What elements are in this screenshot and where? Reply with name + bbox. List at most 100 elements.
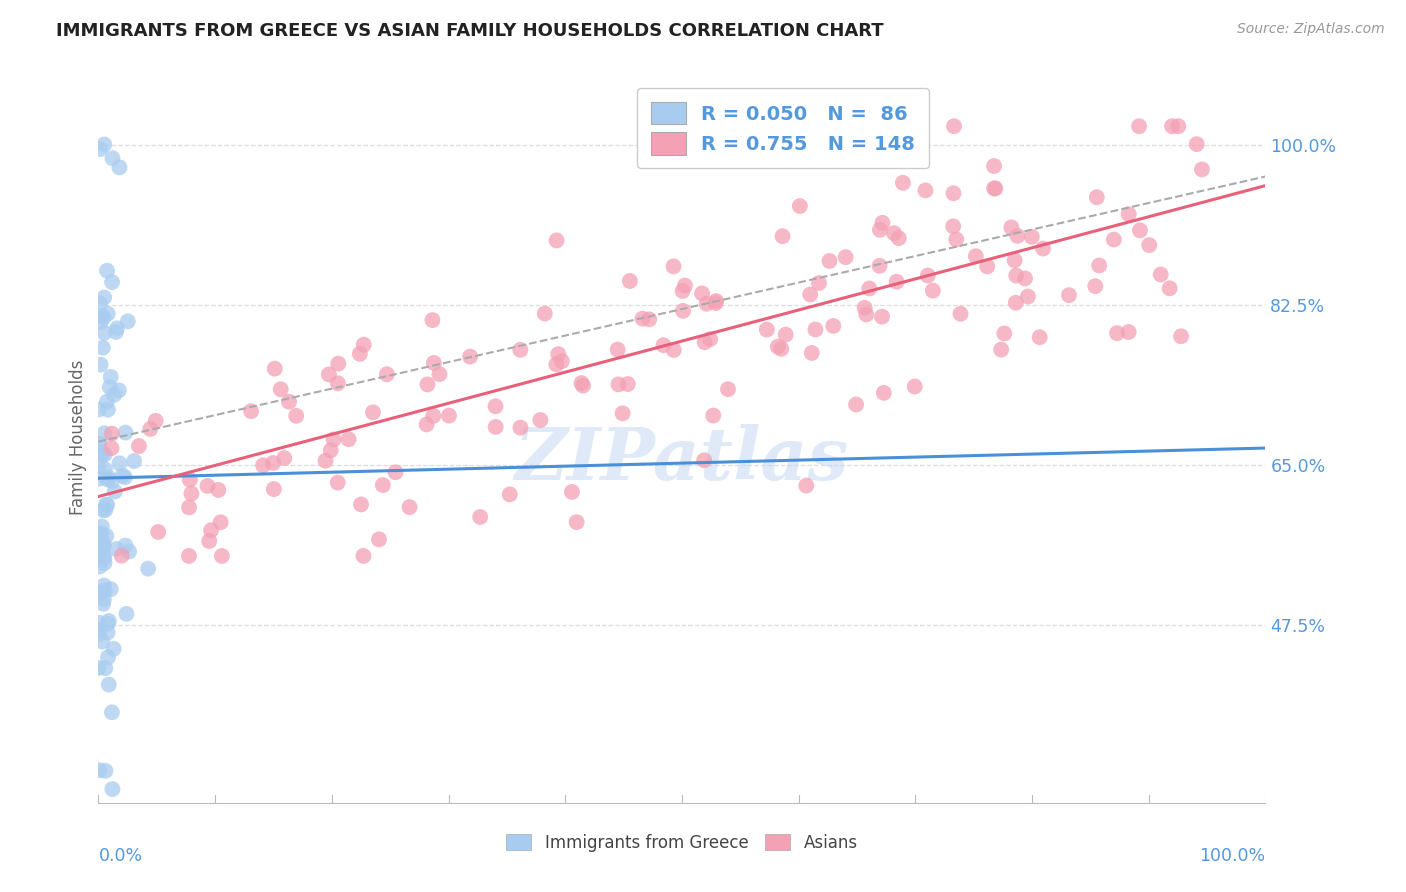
Point bbox=[1004, 295, 1026, 310]
Point bbox=[984, 181, 1007, 195]
Point bbox=[855, 307, 877, 321]
Text: Source: ZipAtlas.com: Source: ZipAtlas.com bbox=[1237, 22, 1385, 37]
Point bbox=[696, 296, 718, 310]
Point bbox=[94, 764, 117, 778]
Point bbox=[100, 441, 122, 455]
Point bbox=[572, 378, 595, 392]
Point bbox=[1017, 289, 1039, 303]
Point bbox=[93, 551, 115, 566]
Point bbox=[1118, 325, 1140, 339]
Point bbox=[546, 234, 568, 248]
Point bbox=[111, 549, 134, 563]
Point bbox=[94, 503, 117, 517]
Point bbox=[136, 561, 159, 575]
Point bbox=[565, 515, 588, 529]
Point bbox=[117, 314, 139, 328]
Point bbox=[89, 142, 111, 156]
Point bbox=[252, 458, 274, 473]
Point bbox=[873, 385, 896, 400]
Point bbox=[672, 304, 695, 318]
Point bbox=[128, 439, 150, 453]
Point bbox=[93, 137, 115, 152]
Point bbox=[1021, 230, 1043, 244]
Point bbox=[361, 405, 384, 419]
Point bbox=[1118, 207, 1140, 221]
Point bbox=[422, 313, 444, 327]
Point bbox=[94, 661, 117, 675]
Point bbox=[350, 498, 373, 512]
Point bbox=[772, 229, 794, 244]
Point bbox=[1084, 279, 1107, 293]
Point bbox=[273, 451, 295, 466]
Point bbox=[1137, 238, 1160, 252]
Point bbox=[94, 462, 117, 476]
Point bbox=[983, 181, 1005, 195]
Point bbox=[93, 538, 115, 552]
Point bbox=[200, 523, 222, 537]
Point bbox=[87, 623, 110, 637]
Point bbox=[631, 311, 654, 326]
Point bbox=[97, 616, 120, 631]
Point bbox=[93, 310, 115, 325]
Point bbox=[114, 470, 136, 484]
Text: ZIPatlas: ZIPatlas bbox=[515, 424, 849, 494]
Point bbox=[1014, 271, 1036, 285]
Point bbox=[965, 249, 987, 263]
Point bbox=[263, 482, 285, 496]
Point bbox=[858, 281, 880, 295]
Point bbox=[87, 472, 110, 486]
Point bbox=[91, 503, 114, 517]
Point bbox=[415, 417, 437, 432]
Point bbox=[97, 650, 120, 665]
Point bbox=[818, 254, 841, 268]
Point bbox=[1004, 253, 1026, 268]
Point bbox=[1167, 119, 1189, 133]
Point bbox=[91, 597, 114, 611]
Point bbox=[90, 449, 112, 463]
Point bbox=[607, 377, 630, 392]
Point bbox=[89, 436, 111, 450]
Point bbox=[943, 119, 966, 133]
Point bbox=[96, 394, 118, 409]
Point bbox=[368, 533, 391, 547]
Point bbox=[423, 356, 446, 370]
Point bbox=[870, 310, 893, 324]
Point bbox=[853, 301, 876, 315]
Point bbox=[177, 500, 200, 515]
Point bbox=[869, 223, 891, 237]
Point bbox=[823, 318, 845, 333]
Point bbox=[1000, 220, 1022, 235]
Point bbox=[917, 268, 939, 283]
Legend: Immigrants from Greece, Asians: Immigrants from Greece, Asians bbox=[498, 826, 866, 860]
Point bbox=[353, 337, 375, 351]
Point bbox=[97, 471, 120, 485]
Point bbox=[804, 322, 827, 336]
Point bbox=[262, 456, 284, 470]
Point bbox=[904, 379, 927, 393]
Point bbox=[942, 186, 965, 201]
Point bbox=[100, 369, 122, 384]
Point bbox=[551, 354, 574, 368]
Point bbox=[93, 426, 115, 441]
Point bbox=[118, 544, 141, 558]
Point bbox=[270, 382, 292, 396]
Point bbox=[93, 448, 115, 462]
Point bbox=[671, 284, 693, 298]
Point bbox=[921, 284, 943, 298]
Point bbox=[93, 326, 115, 340]
Point bbox=[617, 377, 640, 392]
Point bbox=[89, 627, 111, 641]
Point bbox=[122, 454, 145, 468]
Point bbox=[1057, 288, 1080, 302]
Point bbox=[872, 216, 894, 230]
Point bbox=[328, 357, 350, 371]
Point bbox=[101, 782, 124, 797]
Point bbox=[429, 367, 451, 381]
Point bbox=[437, 409, 460, 423]
Point bbox=[89, 559, 111, 574]
Point bbox=[1102, 233, 1125, 247]
Point bbox=[105, 321, 128, 335]
Point bbox=[353, 549, 375, 563]
Point bbox=[209, 515, 232, 529]
Point bbox=[914, 183, 936, 197]
